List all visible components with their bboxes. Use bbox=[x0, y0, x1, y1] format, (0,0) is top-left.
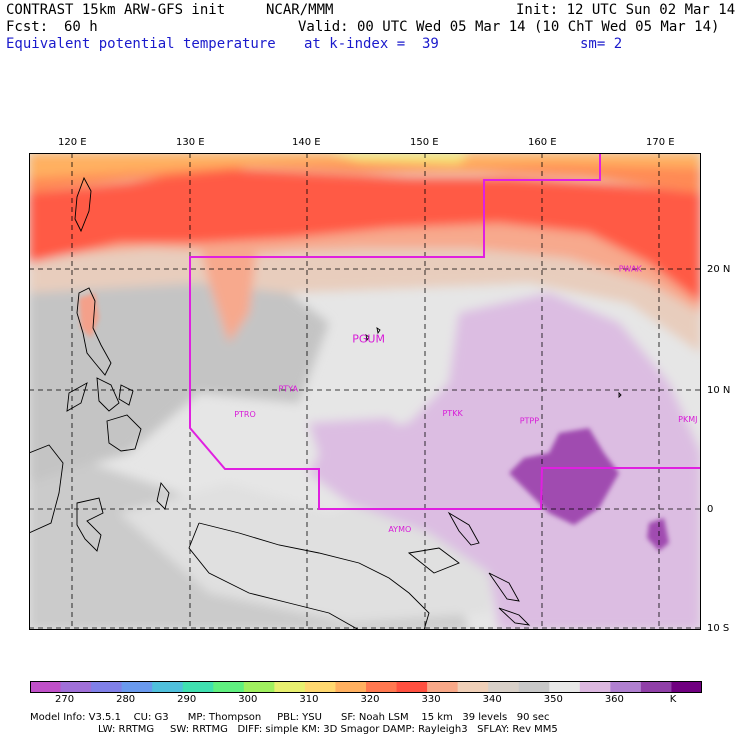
field-luzon-warm bbox=[79, 293, 99, 338]
lon-label: 160 E bbox=[528, 137, 557, 148]
colorbar-swatch bbox=[60, 681, 92, 693]
model-info-line1: Model Info: V3.5.1 CU: G3 MP: Thompson P… bbox=[30, 712, 550, 723]
lon-label: 140 E bbox=[292, 137, 321, 148]
field-lilac-west bbox=[309, 418, 429, 483]
org-label: NCAR/MMM bbox=[266, 2, 334, 18]
region-boundary bbox=[189, 153, 701, 510]
smoothing: sm= 2 bbox=[580, 36, 623, 52]
station-label-ptkk: PTKK bbox=[442, 409, 463, 418]
colorbar-tick-label: 300 bbox=[238, 694, 258, 705]
field-lilac bbox=[309, 293, 701, 630]
colorbar-swatch bbox=[671, 681, 702, 693]
field-red bbox=[29, 168, 701, 303]
field-name: Equivalent potential temperature bbox=[6, 36, 276, 52]
colorbar-tick-label: 360 bbox=[604, 694, 624, 705]
init-time: Init: 12 UTC Sun 02 Mar 14 bbox=[516, 2, 736, 18]
forecast-label: Fcst: bbox=[6, 19, 49, 35]
lat-label: 10 N bbox=[707, 385, 731, 396]
colorbar-swatch bbox=[213, 681, 245, 693]
colorbar-swatch bbox=[243, 681, 275, 693]
field-yellow bbox=[329, 153, 469, 163]
field-salmon-plume bbox=[199, 233, 259, 343]
field-beige bbox=[29, 238, 701, 353]
colorbar-tick-label: 350 bbox=[543, 694, 563, 705]
colorbar-unit: K bbox=[669, 694, 677, 705]
colorbar-swatch bbox=[121, 681, 153, 693]
colorbar-swatch bbox=[274, 681, 306, 693]
colorbar-swatch bbox=[610, 681, 642, 693]
colorbar-swatch bbox=[457, 681, 489, 693]
colorbar-swatch bbox=[640, 681, 672, 693]
valid-time: Valid: 00 UTC Wed 05 Mar 14 (10 ChT Wed … bbox=[298, 19, 720, 35]
colorbar-swatch bbox=[304, 681, 336, 693]
colorbar-tick-label: 320 bbox=[360, 694, 380, 705]
model-info-line2: LW: RRTMG SW: RRTMG DIFF: simple KM: 3D … bbox=[98, 724, 558, 735]
field-gray-west bbox=[29, 271, 329, 483]
colorbar-tick-label: 280 bbox=[116, 694, 136, 705]
lat-label: 10 S bbox=[707, 623, 730, 634]
lon-label: 120 E bbox=[58, 137, 87, 148]
colorbar bbox=[30, 681, 702, 693]
colorbar-swatch bbox=[366, 681, 398, 693]
station-label-pwak: PWAK bbox=[619, 265, 643, 274]
field-orange bbox=[29, 153, 701, 178]
colorbar-frame bbox=[30, 681, 702, 693]
colorbar-swatch bbox=[579, 681, 611, 693]
station-label-ptpp: PTPP bbox=[520, 416, 540, 425]
colorbar-swatch bbox=[182, 681, 214, 693]
colorbar-tick-label: 270 bbox=[54, 694, 75, 705]
lon-label: 150 E bbox=[410, 137, 439, 148]
colorbar-swatch bbox=[549, 681, 581, 693]
colorbar-swatch bbox=[488, 681, 520, 693]
forecast-hour: 60 h bbox=[64, 19, 98, 35]
station-label-pgum: PGUM bbox=[352, 333, 385, 346]
lat-label: 0 bbox=[707, 504, 714, 515]
colorbar-swatch bbox=[91, 681, 123, 693]
colorbar-swatch bbox=[427, 681, 459, 693]
lat-label: 20 N bbox=[707, 264, 731, 275]
map-frame bbox=[29, 153, 701, 630]
lon-label: 170 E bbox=[646, 137, 675, 148]
model-title: CONTRAST 15km ARW-GFS init bbox=[6, 2, 226, 18]
coastlines bbox=[29, 176, 622, 630]
field-purple-cell bbox=[647, 518, 669, 551]
colorbar-swatch bbox=[30, 681, 62, 693]
colorbar-swatch bbox=[335, 681, 367, 693]
station-label-ptro: PTRO bbox=[234, 410, 256, 419]
colorbar-swatch bbox=[518, 681, 550, 693]
colorbar-tick-label: 330 bbox=[421, 694, 441, 705]
station-markers: PGUM PTYA PTRO PTKK PTPP PKMJ PWAK AYMO bbox=[234, 265, 697, 535]
lon-label: 130 E bbox=[176, 137, 205, 148]
colorbar-tick-label: 310 bbox=[299, 694, 319, 705]
level-index: at k-index = 39 bbox=[304, 36, 439, 52]
station-label-aymo: AYMO bbox=[388, 525, 411, 534]
theta-e-map: PGUM PTYA PTRO PTKK PTPP PKMJ PWAK AYMO bbox=[29, 153, 701, 630]
colorbar-tick-label: 340 bbox=[482, 694, 502, 705]
station-label-pkmj: PKMJ bbox=[678, 415, 697, 424]
colorbar-tick-label: 290 bbox=[177, 694, 197, 705]
field-purple bbox=[509, 428, 619, 525]
graticule bbox=[29, 153, 701, 630]
colorbar-swatch bbox=[152, 681, 184, 693]
station-label-ptya: PTYA bbox=[278, 385, 298, 394]
colorbar-swatch bbox=[396, 681, 428, 693]
